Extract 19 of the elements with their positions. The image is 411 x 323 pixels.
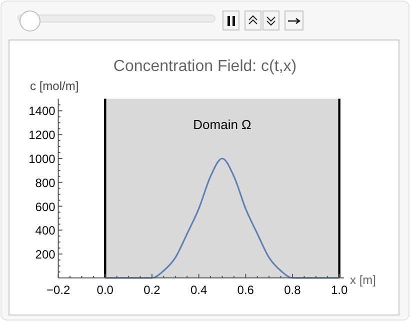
x-axis-title: x [m]: [350, 273, 376, 287]
x-tick-label: 0.2: [144, 282, 161, 297]
line-series: [104, 158, 340, 279]
y-tick-label: 1400: [28, 104, 56, 118]
y-tick-label: 1200: [28, 128, 56, 142]
y-tick-label: 1000: [28, 152, 56, 166]
y-tick-label: 400: [35, 224, 56, 238]
band-label: Domain Ω: [193, 116, 252, 132]
chart-title: Concentration Field: c(t,x): [113, 58, 297, 75]
y-tick-label: 600: [35, 200, 56, 214]
x-tick-label: 0.8: [284, 282, 302, 297]
y-tick-label: 800: [35, 176, 56, 190]
x-tick-label: 0.6: [237, 282, 254, 297]
x-tick-label: −0.2: [46, 282, 70, 297]
y-tick-label: 200: [35, 248, 56, 262]
x-tick-label: 0.4: [190, 282, 208, 297]
y-axis-title: c [mol/m]: [30, 79, 79, 93]
x-tick-label: 0.0: [96, 282, 114, 297]
x-tick-label: 1.0: [330, 282, 348, 297]
